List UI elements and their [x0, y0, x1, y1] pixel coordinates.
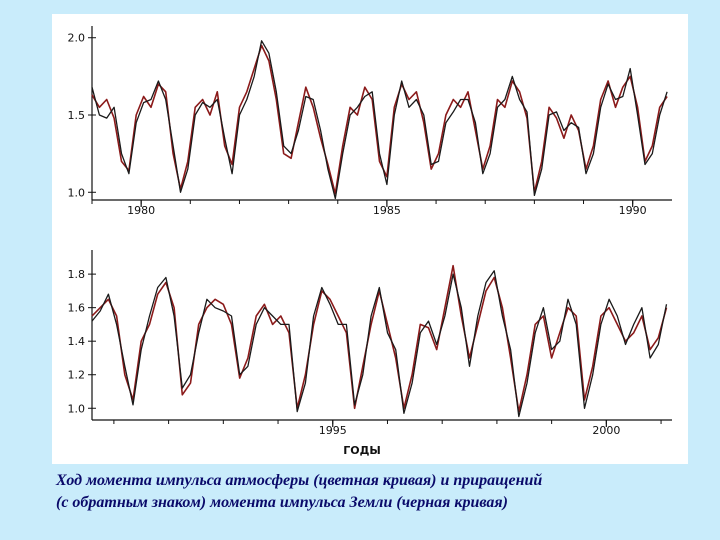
- chart1-series-line-1: [91, 44, 668, 195]
- chart2-x-tick-label-0: 1995: [319, 424, 347, 437]
- chart2-series-line-2: [91, 270, 668, 418]
- chart2-x-tick-label-1: 2000: [592, 424, 620, 437]
- caption-line-2: (с обратным знаком) момента импульса Зем…: [56, 494, 508, 511]
- chart2-y-tick-label-3: 1.2: [68, 369, 86, 382]
- chart1-x-tick-label-0: 1980: [127, 204, 155, 217]
- chart1-series-line-2: [91, 40, 668, 200]
- chart2-y-tick-label-2: 1.4: [68, 335, 86, 348]
- chart1-x-tick-label-2: 1990: [619, 204, 647, 217]
- charts-svg: 2.0 1.5 1.0 1980 1985 1990 1.8 1.6 1.4 1.2 1.0 1995…: [68, 26, 672, 457]
- chart2-y-tick-label-0: 1.8: [68, 268, 86, 281]
- figure-caption: Ход момента импульса атмосферы (цветная …: [56, 470, 696, 514]
- caption-line-1: Ход момента импульса атмосферы (цветная …: [56, 472, 543, 489]
- chart2-y-tick-label-1: 1.6: [68, 302, 86, 315]
- chart1-x-tick-label-1: 1985: [373, 204, 401, 217]
- chart1-y-tick-label-2: 1.0: [68, 186, 86, 199]
- chart2-y-tick-label-4: 1.0: [68, 402, 86, 415]
- chart1-y-tick-label-1: 1.5: [68, 109, 86, 122]
- chart2-x-axis-title: ГОДЫ: [343, 444, 381, 457]
- chart1-y-tick-label-0: 2.0: [68, 32, 86, 45]
- plot-panel: 2.0 1.5 1.0 1980 1985 1990 1.8 1.6 1.4 1.2 1.0 1995…: [52, 14, 688, 464]
